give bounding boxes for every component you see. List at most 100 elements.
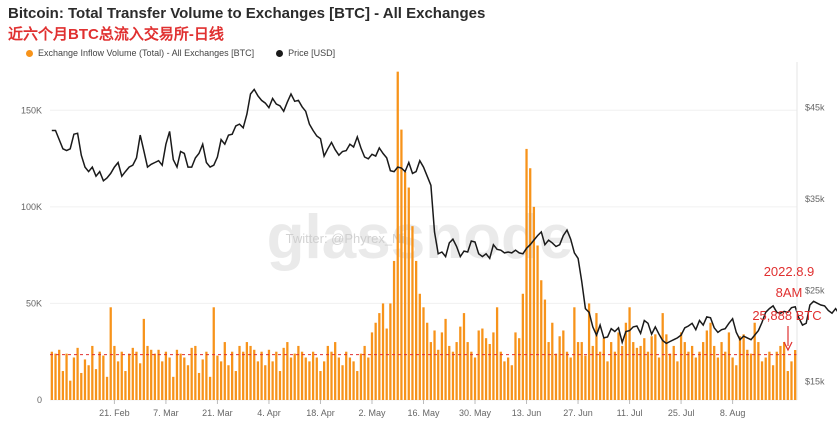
inflow-bar [536,245,539,400]
inflow-bar [94,369,98,400]
inflow-bar [794,350,797,400]
inflow-bar [580,342,583,400]
inflow-bar [448,345,451,400]
inflow-bar [418,293,421,400]
inflow-bar [109,307,112,400]
inflow-bar [738,336,742,400]
right-tick-label: $35k [805,194,825,204]
inflow-bar [598,351,602,400]
inflow-bar [694,357,697,400]
inflow-bar [234,371,237,400]
inflow-bar [392,260,396,400]
inflow-bar [558,336,561,400]
inflow-bar [300,351,304,400]
inflow-bar [341,365,344,400]
inflow-bar [124,371,127,400]
legend-dot-inflow [26,49,33,57]
inflow-bar [771,365,775,400]
inflow-bar [639,345,642,400]
inflow-bar [116,361,120,400]
inflow-bar [238,345,241,400]
inflow-bar [348,357,352,400]
inflow-bar [260,351,263,400]
inflow-bar [709,322,712,400]
inflow-bar [334,342,337,400]
inflow-bar [621,345,624,400]
inflow-bar [190,347,193,400]
inflow-bar [153,353,157,400]
inflow-bar [83,359,87,400]
inflow-bar [139,363,142,400]
inflow-bar [676,361,679,400]
x-tick-label: 18. Apr [306,408,335,418]
inflow-bar [735,365,738,400]
inflow-bar [113,345,116,400]
inflow-bar [587,303,591,400]
annotation-arrowhead [783,341,793,352]
annotation: 2022.8.9 8AM 25,888 BTC [752,264,822,352]
inflow-bar [757,342,760,400]
price-line [51,88,837,346]
inflow-bar [289,357,293,400]
inflow-bar [459,326,462,400]
chart-title: Bitcoin: Total Transfer Volume to Exchan… [8,5,486,22]
inflow-bar [131,347,134,400]
inflow-bar [624,322,628,400]
inflow-bar [470,351,473,400]
inflow-bar [742,334,745,400]
inflow-bar [142,318,145,400]
legend-item-price[interactable]: Price [USD] [276,48,335,58]
inflow-bar [315,357,318,400]
inflow-bar [91,345,94,400]
inflow-bar [591,345,594,400]
inflow-bar [499,351,502,400]
inflow-bar [613,351,616,400]
x-tick-label: 2. May [358,408,386,418]
inflow-bar [543,299,547,400]
inflow-bar [562,330,565,400]
inflow-bar [58,349,61,400]
inflow-bar [646,351,650,400]
inflow-bar [367,357,370,400]
inflow-bar [720,342,723,400]
x-tick-label: 13. Jun [512,408,542,418]
inflow-bar [400,129,403,400]
inflow-bar [87,365,90,400]
inflow-bar [779,345,782,400]
inflow-bar [595,313,598,400]
inflow-bar [437,349,440,400]
inflow-bar [554,353,558,400]
x-tick-label: 25. Jul [668,408,695,418]
inflow-bar [205,351,208,400]
legend-item-inflow[interactable]: Exchange Inflow Volume (Total) - All Exc… [26,48,254,58]
inflow-bar [194,345,197,400]
inflow-bar [665,334,668,400]
inflow-bar [319,371,322,400]
inflow-bar [650,336,653,400]
inflow-bar [576,342,580,400]
inflow-bar [161,361,164,400]
inflow-bar [245,342,249,400]
annotation-date: 2022.8.9 [764,264,815,279]
inflow-bar [242,351,245,400]
inflow-bar [510,365,513,400]
inflow-bar [164,351,168,400]
inflow-bar [775,351,778,400]
inflow-bar [352,361,355,400]
inflow-bar [451,351,455,400]
bars [50,71,797,400]
inflow-bar [429,342,432,400]
inflow-bar [488,343,491,400]
inflow-bar [120,351,123,400]
inflow-bar [514,332,517,400]
inflow-bar [278,371,282,400]
inflow-bar [668,353,672,400]
inflow-bar [363,345,366,400]
inflow-bar [466,342,469,400]
inflow-bar [698,351,701,400]
annotation-time: 8AM [776,285,803,300]
inflow-bar [473,357,477,400]
x-tick-label: 4. Apr [257,408,281,418]
inflow-bar [529,168,532,400]
inflow-bar [105,376,109,400]
